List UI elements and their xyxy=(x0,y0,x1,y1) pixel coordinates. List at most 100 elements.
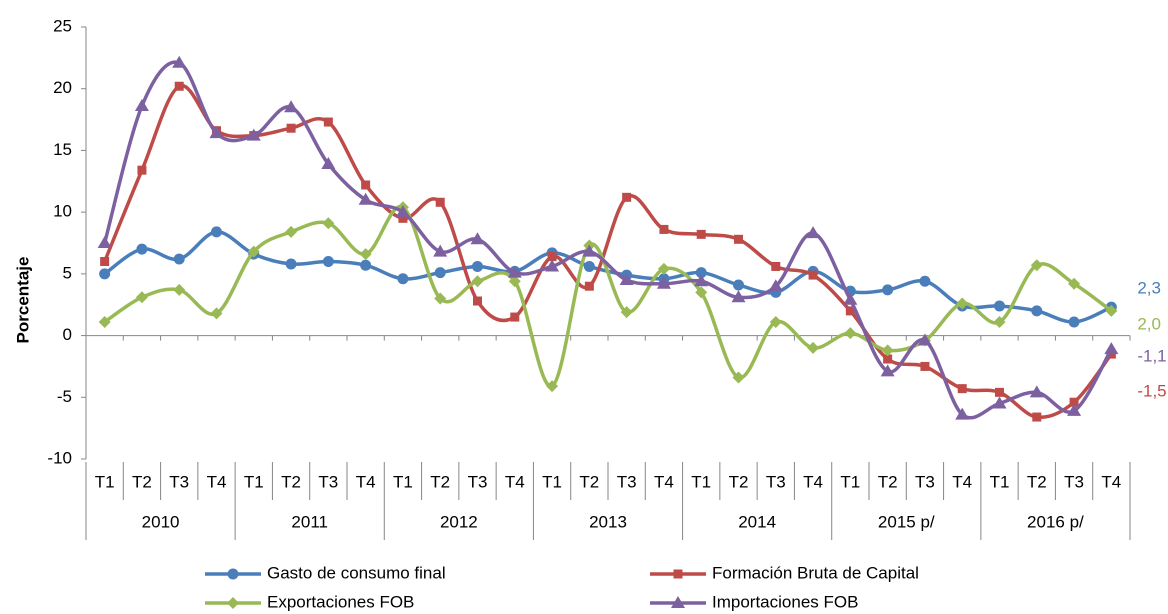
legend-item: Formación Bruta de Capital xyxy=(650,563,919,582)
y-tick-label: 0 xyxy=(63,325,72,344)
marker xyxy=(172,55,187,68)
year-label: 2013 xyxy=(589,512,627,531)
marker xyxy=(508,275,521,288)
series-line xyxy=(103,205,1113,388)
marker xyxy=(992,396,1007,409)
marker xyxy=(397,273,409,285)
marker xyxy=(659,224,669,234)
marker xyxy=(696,229,706,239)
marker xyxy=(919,275,931,287)
marker xyxy=(880,364,895,377)
marker xyxy=(673,569,683,579)
marker xyxy=(882,284,894,296)
y-tick-label: -5 xyxy=(57,387,72,406)
marker xyxy=(433,244,448,257)
year-label: 2016 p/ xyxy=(1027,512,1084,531)
marker xyxy=(769,315,782,328)
year-label: 2011 xyxy=(291,512,328,531)
marker xyxy=(656,276,671,289)
marker xyxy=(135,291,148,304)
x-tick-label: T1 xyxy=(542,472,562,491)
x-tick-label: T4 xyxy=(1101,472,1121,491)
marker xyxy=(473,296,482,306)
marker xyxy=(920,361,930,371)
marker xyxy=(1104,342,1119,355)
marker xyxy=(622,192,632,202)
marker xyxy=(808,270,818,280)
marker xyxy=(995,387,1004,397)
marker xyxy=(619,273,634,286)
marker xyxy=(695,286,708,299)
marker xyxy=(284,100,299,113)
marker xyxy=(883,354,893,364)
marker xyxy=(1068,316,1080,328)
marker xyxy=(806,226,821,239)
value-label: -1,5 xyxy=(1137,382,1166,401)
legend-label: Importaciones FOB xyxy=(712,592,858,611)
marker xyxy=(211,226,222,238)
marker xyxy=(547,252,557,262)
x-tick-label: T4 xyxy=(505,472,525,491)
marker xyxy=(734,234,743,244)
marker xyxy=(955,407,970,420)
marker xyxy=(322,217,335,230)
x-tick-label: T3 xyxy=(915,472,935,491)
x-tick-label: T2 xyxy=(729,472,749,491)
marker xyxy=(227,568,239,580)
marker xyxy=(434,292,447,305)
marker xyxy=(695,267,707,279)
x-tick-label: T3 xyxy=(169,472,189,491)
marker xyxy=(361,180,371,190)
marker xyxy=(1068,277,1081,290)
x-tick-label: T1 xyxy=(95,472,115,491)
marker xyxy=(1032,412,1042,422)
marker xyxy=(993,315,1006,328)
marker xyxy=(620,306,633,319)
value-label: -1,1 xyxy=(1137,347,1166,366)
marker xyxy=(227,597,239,609)
marker xyxy=(768,279,783,292)
y-tick-label: 25 xyxy=(53,16,72,35)
marker xyxy=(434,267,446,279)
legend-item: Gasto de consumo final xyxy=(205,563,446,582)
marker xyxy=(246,128,261,141)
legend-label: Formación Bruta de Capital xyxy=(712,563,919,582)
marker xyxy=(582,244,597,257)
marker xyxy=(285,225,298,238)
marker xyxy=(247,245,260,258)
marker xyxy=(210,307,223,320)
x-tick-label: T4 xyxy=(207,472,227,491)
marker xyxy=(732,371,745,384)
x-tick-label: T4 xyxy=(654,472,674,491)
marker xyxy=(807,341,820,354)
year-label: 2014 xyxy=(738,512,776,531)
value-label: 2,0 xyxy=(1137,314,1161,333)
marker xyxy=(657,262,670,275)
y-tick-label: 10 xyxy=(53,202,72,221)
x-tick-label: T2 xyxy=(430,472,450,491)
marker xyxy=(285,258,297,270)
marker xyxy=(209,126,224,139)
marker xyxy=(546,380,559,393)
x-tick-label: T3 xyxy=(766,472,786,491)
marker xyxy=(435,197,445,207)
y-tick-label: 5 xyxy=(63,263,72,282)
x-tick-label: T1 xyxy=(393,472,413,491)
year-label: 2010 xyxy=(142,512,180,531)
x-tick-label: T1 xyxy=(990,472,1010,491)
marker xyxy=(694,274,709,287)
marker xyxy=(507,265,522,278)
value-label: 2,3 xyxy=(1137,279,1161,298)
marker xyxy=(173,253,185,265)
marker xyxy=(844,327,857,340)
legend-label: Gasto de consumo final xyxy=(267,563,446,582)
marker xyxy=(545,259,560,272)
marker xyxy=(771,261,781,271)
marker xyxy=(395,205,410,218)
marker xyxy=(584,281,594,291)
marker xyxy=(98,315,111,328)
marker xyxy=(1029,385,1044,398)
marker xyxy=(957,384,967,394)
x-tick-label: T4 xyxy=(803,472,823,491)
